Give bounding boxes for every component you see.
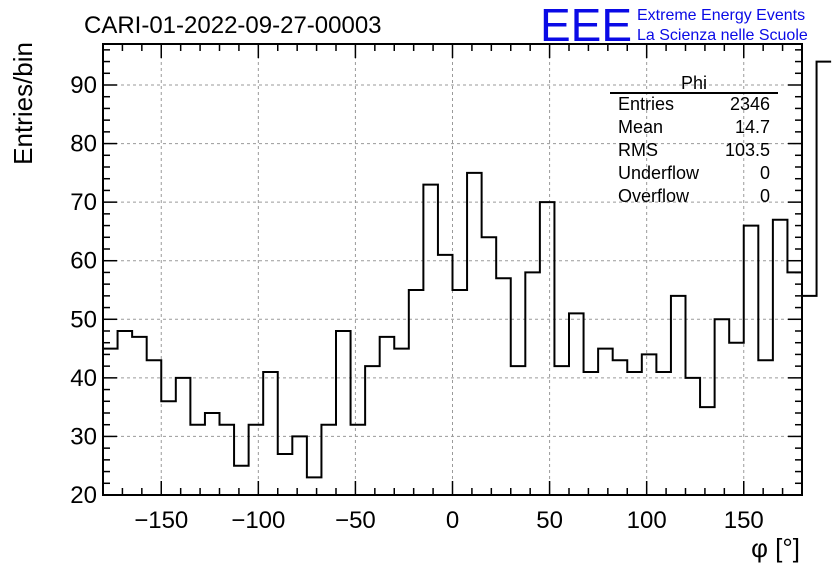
stats-value: 14.7 [735,117,770,137]
y-tick-label: 50 [70,306,97,333]
x-tick-label: 100 [627,507,667,534]
eee-logo: EEE Extreme Energy Events La Scienza nel… [540,0,808,51]
stats-name: Phi [681,73,707,93]
y-tick-label: 60 [70,248,97,275]
x-tick-label: 150 [724,507,764,534]
y-axis-label: Entries/bin [8,42,38,165]
y-axis: 20 30 40 50 60 70 80 90 [70,49,802,509]
logo-line-2: La Scienza nelle Scuole [637,27,808,44]
stats-label: Underflow [618,163,700,183]
y-tick-label: 40 [70,365,97,392]
chart-title: CARI-01-2022-09-27-00003 [84,12,382,39]
stats-box: Phi Entries 2346 Mean 14.7 RMS 103.5 Underflow… [610,73,778,206]
x-tick-label: −50 [335,507,376,534]
stats-label: Mean [618,117,663,137]
stats-label: Overflow [618,186,690,206]
x-tick-label: 50 [536,507,563,534]
x-tick-label: −150 [134,507,188,534]
y-tick-label: 90 [70,72,97,99]
x-tick-label: 0 [446,507,459,534]
y-tick-label: 30 [70,423,97,450]
logo-mark: EEE [540,0,632,51]
x-axis-label: φ [°] [751,533,800,563]
x-tick-label: −100 [231,507,285,534]
stats-value: 2346 [730,94,770,114]
stats-value: 0 [760,186,770,206]
y-tick-label: 80 [70,131,97,158]
stats-label: Entries [618,94,674,114]
stats-value: 103.5 [725,140,770,160]
x-axis: −150 −100 −50 0 50 100 150 [121,44,784,534]
stats-value: 0 [760,163,770,183]
stats-label: RMS [618,140,658,160]
y-tick-label: 20 [70,482,97,509]
histogram-step-line [103,60,832,479]
logo-line-1: Extreme Energy Events [637,7,805,24]
y-tick-label: 70 [70,189,97,216]
